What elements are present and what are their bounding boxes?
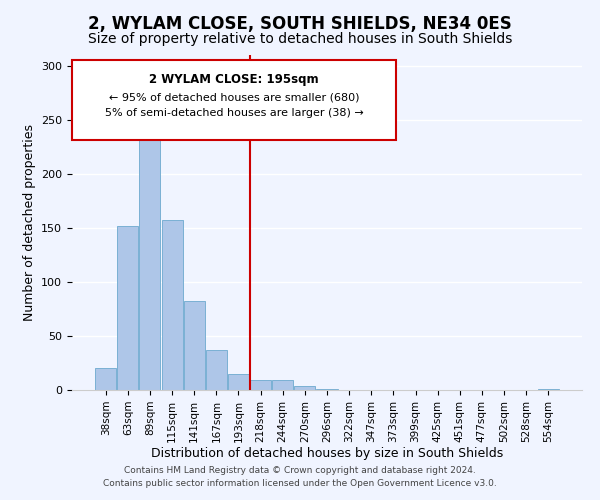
Text: ← 95% of detached houses are smaller (680): ← 95% of detached houses are smaller (68… (109, 92, 359, 102)
Text: Contains HM Land Registry data © Crown copyright and database right 2024.
Contai: Contains HM Land Registry data © Crown c… (103, 466, 497, 487)
X-axis label: Distribution of detached houses by size in South Shields: Distribution of detached houses by size … (151, 448, 503, 460)
Bar (538, 389, 559, 390)
Bar (161, 220, 182, 390)
Bar (118, 226, 139, 390)
Bar (272, 380, 293, 390)
Bar (295, 386, 316, 390)
Text: Size of property relative to detached houses in South Shields: Size of property relative to detached ho… (88, 32, 512, 46)
Bar (250, 380, 271, 390)
Text: 2 WYLAM CLOSE: 195sqm: 2 WYLAM CLOSE: 195sqm (149, 72, 319, 86)
Text: 5% of semi-detached houses are larger (38) →: 5% of semi-detached houses are larger (3… (104, 108, 364, 118)
Bar (184, 302, 205, 390)
Bar (206, 350, 227, 390)
Bar (95, 368, 116, 390)
Bar (316, 389, 338, 390)
Bar (139, 137, 160, 390)
Text: 2, WYLAM CLOSE, SOUTH SHIELDS, NE34 0ES: 2, WYLAM CLOSE, SOUTH SHIELDS, NE34 0ES (88, 15, 512, 33)
Bar (228, 374, 249, 390)
Y-axis label: Number of detached properties: Number of detached properties (23, 124, 35, 321)
